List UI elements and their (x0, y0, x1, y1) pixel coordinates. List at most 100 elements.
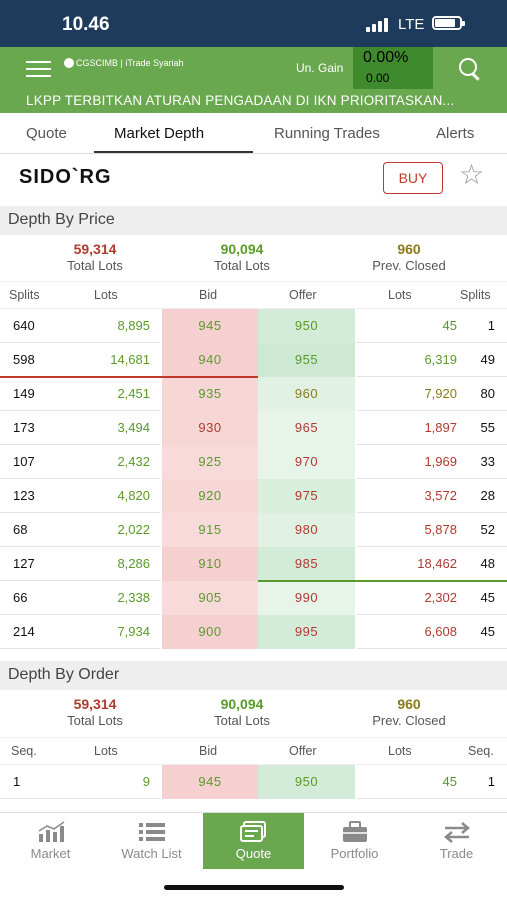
news-ticker[interactable]: LKPP TERBITKAN ATURAN PENGADAAN DI IKN P… (0, 89, 507, 113)
bid-splits: 173 (13, 420, 35, 435)
table-row[interactable]: 640 8,895 945 950 45 1 (0, 309, 507, 343)
col-seq-left: Seq. (11, 744, 37, 758)
tab-market-depth[interactable]: Market Depth (114, 125, 205, 142)
nav-watch-list[interactable]: Watch List (101, 813, 202, 869)
row-divider (0, 546, 160, 547)
col-bid: Bid (199, 744, 218, 758)
nav-trade[interactable]: Trade (406, 813, 507, 869)
bid-price-cell[interactable]: 915 (162, 513, 258, 547)
stock-code: SIDO`RG (19, 166, 112, 188)
bid-price-cell[interactable]: 910 (162, 547, 258, 581)
table-row[interactable]: 149 2,451 935 960 7,920 80 (0, 377, 507, 411)
nav-portfolio[interactable]: Portfolio (304, 813, 405, 869)
offer-price-cell[interactable]: 970 (258, 445, 355, 479)
un-gain-value: 0.00 (366, 71, 390, 85)
prev-closed: 960 Prev. Closed (339, 696, 479, 728)
offer-lots: 1,969 (424, 454, 457, 469)
offer-lots: 5,878 (424, 522, 457, 537)
total-label: Total Lots (67, 258, 123, 273)
depth-by-price-header: Depth By Price (0, 206, 507, 235)
offer-lots: 2,302 (424, 590, 457, 605)
table-row[interactable]: 214 7,934 900 995 6,608 45 (0, 615, 507, 649)
offer-lots: 45 (442, 774, 457, 789)
nav-label: Quote (235, 846, 272, 861)
row-divider (357, 410, 507, 411)
row-divider (0, 580, 160, 581)
star-icon[interactable]: ☆ (459, 159, 485, 190)
offer-price-cell[interactable]: 990 (258, 581, 355, 615)
row-divider (0, 410, 160, 411)
bid-splits: 107 (13, 454, 35, 469)
bid-price-cell[interactable]: 935 (162, 377, 258, 411)
row-divider (357, 614, 507, 615)
home-indicator (164, 885, 344, 890)
offer-price-cell[interactable]: 965 (258, 411, 355, 445)
offer-price-cell[interactable]: 960 (258, 377, 355, 411)
offer-price-cell[interactable]: 980 (258, 513, 355, 547)
briefcase-icon (343, 821, 367, 842)
nav-label: Watch List (121, 846, 182, 861)
nav-market[interactable]: Market (0, 813, 101, 869)
offer-splits: 45 (480, 590, 495, 605)
bid-splits: 66 (13, 590, 28, 605)
tab-quote[interactable]: Quote (26, 125, 67, 142)
col-lots-right: Lots (388, 744, 412, 758)
tab-alerts[interactable]: Alerts (436, 125, 475, 142)
row-divider (0, 798, 160, 799)
offer-price-cell[interactable]: 950 (258, 309, 355, 343)
table-row[interactable]: 598 14,681 940 955 6,319 49 (0, 343, 507, 377)
bid-price-cell[interactable]: 930 (162, 411, 258, 445)
table-row[interactable]: 68 2,022 915 980 5,878 52 (0, 513, 507, 547)
row-divider (0, 648, 160, 649)
search-icon[interactable] (459, 58, 477, 76)
col-offer: Offer (289, 288, 317, 302)
offer-price-cell[interactable]: 950 (258, 765, 355, 799)
table-row[interactable]: 66 2,338 905 990 2,302 45 (0, 581, 507, 615)
row-divider (357, 798, 507, 799)
depth-by-price-column-headers: Splits Lots Bid Offer Lots Splits (0, 281, 507, 309)
offer-price-cell[interactable]: 955 (258, 343, 355, 377)
bid-price-cell[interactable]: 920 (162, 479, 258, 513)
table-row[interactable]: 107 2,432 925 970 1,969 33 (0, 445, 507, 479)
row-divider (357, 376, 507, 377)
offer-price: 975 (294, 488, 319, 503)
offer-price: 995 (294, 624, 319, 639)
un-gain-percent: 0.00% (363, 49, 409, 66)
bid-lots: 7,934 (117, 624, 150, 639)
bid-price-cell[interactable]: 900 (162, 615, 258, 649)
buy-button[interactable]: BUY (383, 162, 443, 194)
bid-splits: 214 (13, 624, 35, 639)
offer-price-cell[interactable]: 995 (258, 615, 355, 649)
bid-price-cell[interactable]: 940 (162, 343, 258, 377)
bar-chart-icon (38, 821, 65, 842)
row-divider (357, 512, 507, 513)
total-value: 59,314 (73, 696, 117, 712)
col-offer: Offer (289, 744, 317, 758)
offer-price: 980 (294, 522, 319, 537)
table-row[interactable]: 123 4,820 920 975 3,572 28 (0, 479, 507, 513)
nav-label: Portfolio (330, 846, 379, 861)
bid-price-cell[interactable]: 945 (162, 309, 258, 343)
nav-quote[interactable]: Quote (203, 813, 304, 869)
offer-total-lots: 90,094 Total Lots (172, 241, 312, 273)
un-gain-box[interactable]: 0.00% 0.00 (353, 47, 433, 89)
offer-lots: 18,462 (417, 556, 457, 571)
table-row[interactable]: 127 8,286 910 985 18,462 48 (0, 547, 507, 581)
row-divider (357, 444, 507, 445)
offer-price-cell[interactable]: 975 (258, 479, 355, 513)
total-label: Total Lots (214, 713, 270, 728)
bid-price: 945 (198, 318, 222, 333)
offer-lots: 7,920 (424, 386, 457, 401)
battery-icon (432, 16, 465, 30)
tab-running-trades[interactable]: Running Trades (274, 125, 380, 142)
bid-price: 910 (198, 556, 222, 571)
offer-price-cell[interactable]: 985 (258, 547, 355, 581)
table-row[interactable]: 173 3,494 930 965 1,897 55 (0, 411, 507, 445)
menu-icon[interactable] (26, 61, 51, 77)
bid-price-cell[interactable]: 905 (162, 581, 258, 615)
col-bid: Bid (199, 288, 218, 302)
table-row[interactable]: 1 9 945 950 45 1 (0, 765, 507, 799)
bid-price-cell[interactable]: 945 (162, 765, 258, 799)
total-value: 960 (397, 241, 421, 257)
bid-price-cell[interactable]: 925 (162, 445, 258, 479)
